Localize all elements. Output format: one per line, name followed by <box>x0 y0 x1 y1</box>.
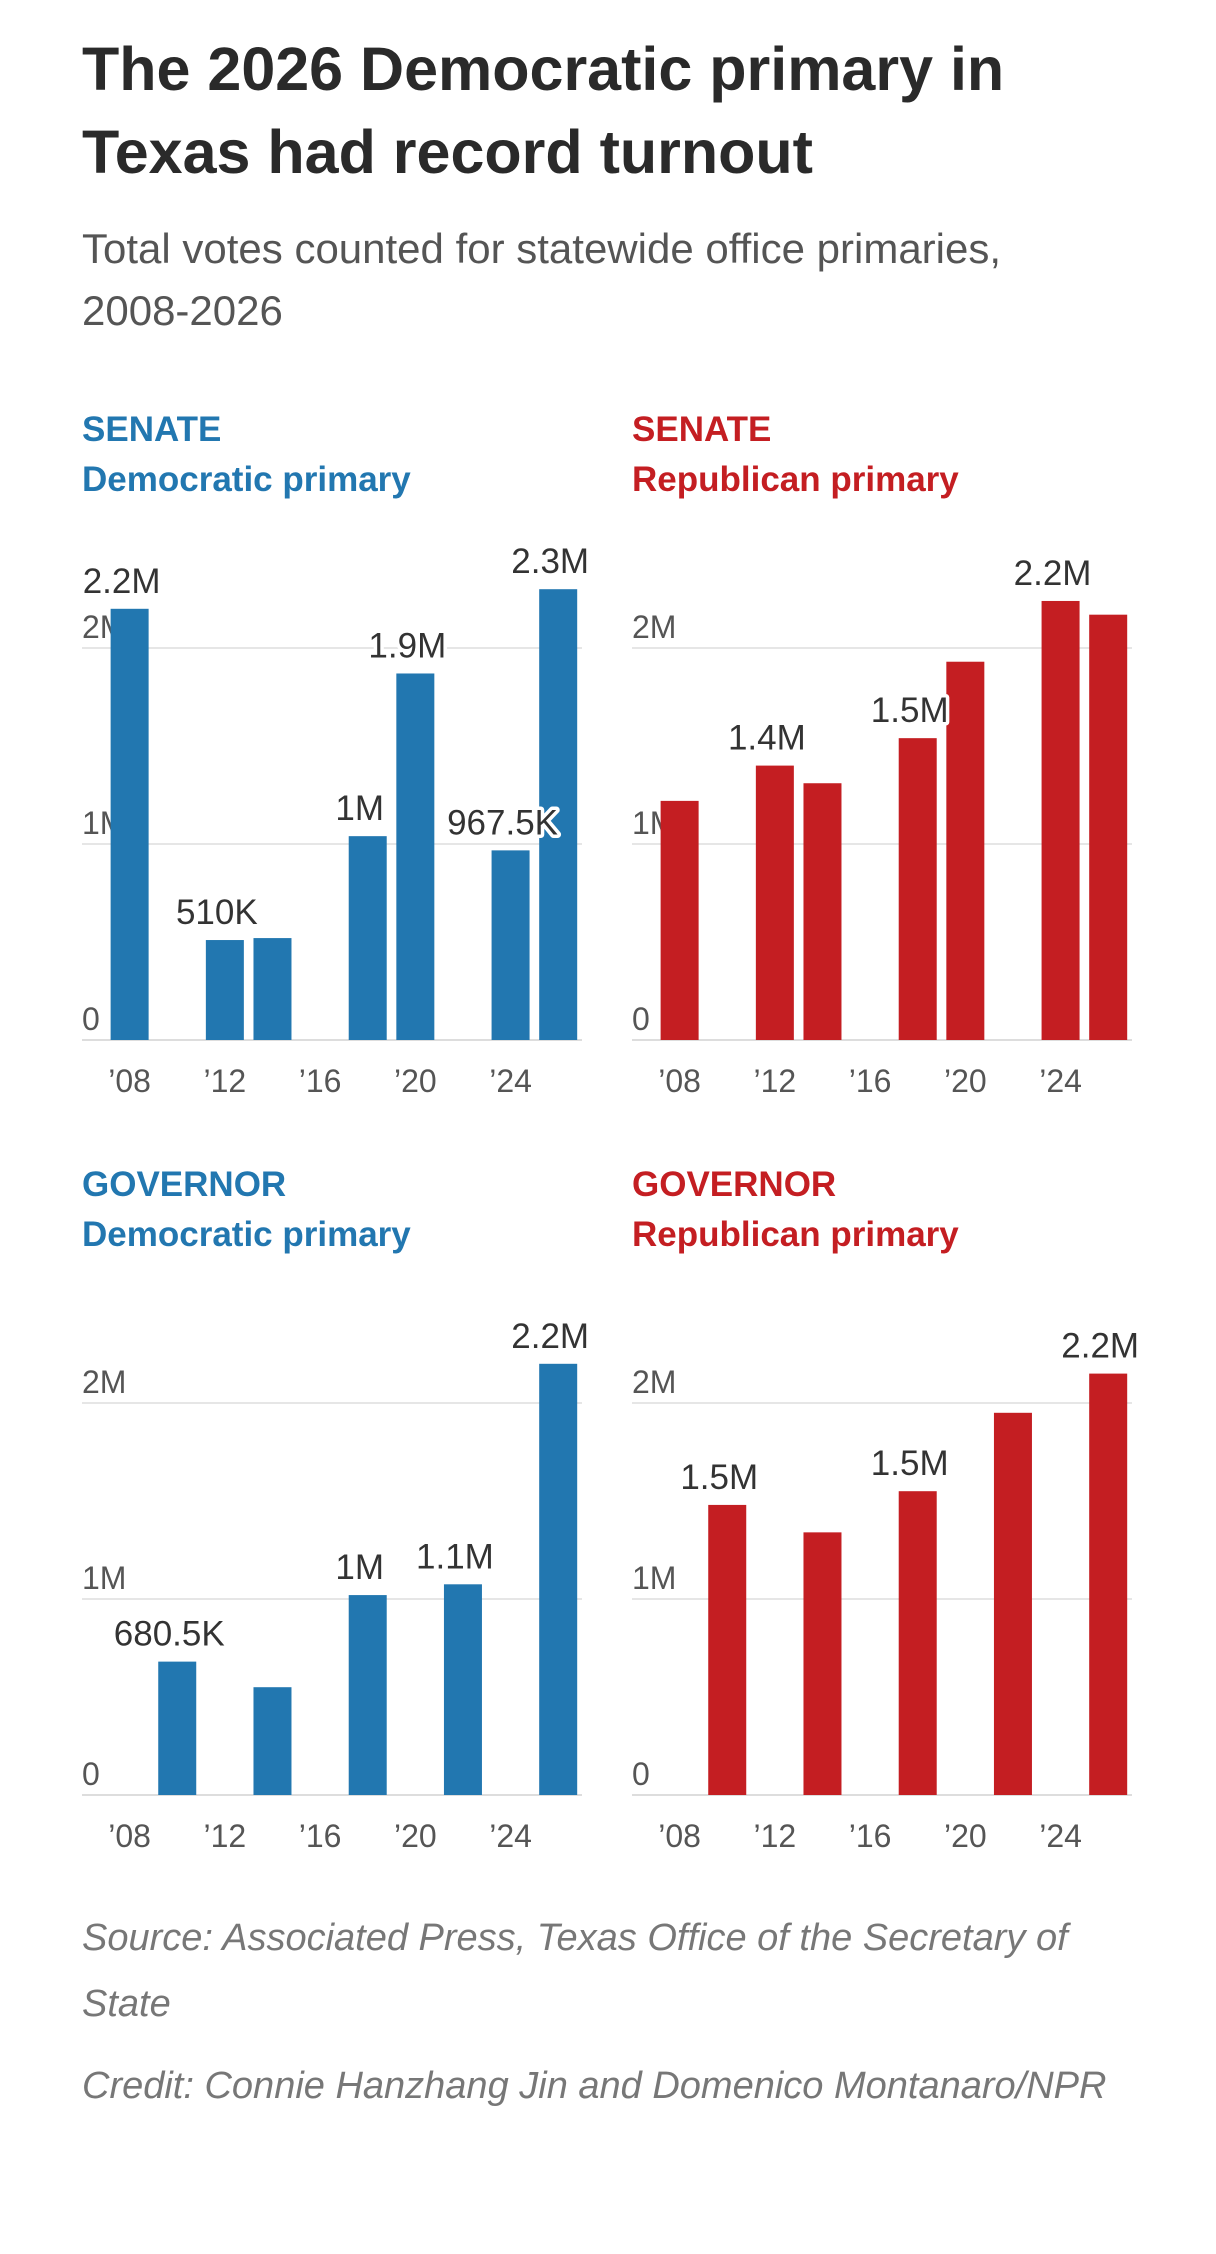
panel-senate-democratic: SENATE Democratic primary 0 1M 2M ’08’12’16… <box>79 405 642 1125</box>
data-label: 1.5M <box>871 1444 949 1483</box>
x-tick-label: ’12 <box>204 1063 247 1099</box>
panel-header: GOVERNOR Republican primary <box>632 1160 1192 1260</box>
bar <box>803 783 842 1040</box>
data-label: 1.9M <box>368 626 446 665</box>
panel-senate-republican: SENATE Republican primary 0 1M 2M ’08’12’16… <box>632 405 1192 1125</box>
data-label: 510K <box>176 893 258 932</box>
bar <box>755 765 794 1040</box>
panel-governor-republican: GOVERNOR Republican primary 0 1M 2M ’08 ’12 ’… <box>632 1160 1192 1880</box>
bar <box>708 1504 747 1795</box>
bar <box>660 800 699 1040</box>
y-tick-label: 2M <box>632 609 676 645</box>
bar <box>898 738 937 1040</box>
data-label: 1.1M <box>416 1537 494 1576</box>
x-tick-label: ’16 <box>299 1063 342 1099</box>
data-label: 2.3M <box>511 542 589 581</box>
bar <box>491 850 530 1040</box>
x-tick-label: ’24 <box>1039 1818 1082 1854</box>
x-tick-label: ’24 <box>489 1063 532 1099</box>
chart-subtitle: Total votes counted for statewide office… <box>82 225 1002 334</box>
party-label: Republican primary <box>632 1215 959 1254</box>
y-tick-label: 2M <box>82 1364 126 1400</box>
x-tick-label: ’08 <box>108 1063 151 1099</box>
party-label: Republican primary <box>632 460 959 499</box>
x-tick-label: ’12 <box>754 1818 797 1854</box>
x-tick-label: ’20 <box>394 1818 437 1854</box>
bar <box>205 940 244 1040</box>
bar <box>1089 1373 1128 1795</box>
party-label: Democratic primary <box>82 460 411 499</box>
office-label: GOVERNOR <box>82 1165 287 1204</box>
x-tick-label: ’16 <box>299 1818 342 1854</box>
x-tick-label: ’16 <box>849 1818 892 1854</box>
source-note: Source: Associated Press, Texas Office o… <box>82 1917 1068 2025</box>
data-label: 2.2M <box>83 562 161 601</box>
bar <box>253 938 292 1040</box>
credit-note: Credit: Connie Hanzhang Jin and Domenico… <box>82 2065 1107 2107</box>
bar <box>946 661 985 1040</box>
x-tick-label: ’24 <box>1039 1063 1082 1099</box>
bar <box>993 1412 1032 1795</box>
bar-chart: 0 1M 2M ’08 ’12 ’16 ’20 ’24 1.5M 1.5M 2.2M <box>632 1323 1143 1854</box>
bar <box>539 589 578 1040</box>
bar <box>253 1687 292 1795</box>
bar-chart: 0 1M 2M ’08 ’12 ’16 ’20 ’24 680.5K 1M 1.1M 2.2M <box>82 1313 593 1854</box>
x-tick-label: ’20 <box>394 1063 437 1099</box>
panel-governor-democratic: GOVERNOR Democratic primary 0 1M 2M ’08 ’12 ’… <box>82 1160 642 1880</box>
bar <box>1041 600 1080 1040</box>
y-tick-label: 2M <box>632 1364 676 1400</box>
office-label: SENATE <box>82 410 222 449</box>
x-tick-label: ’08 <box>108 1818 151 1854</box>
party-label: Democratic primary <box>82 1215 411 1254</box>
panel-header: SENATE Democratic primary <box>82 405 642 505</box>
x-tick-label: ’20 <box>944 1063 987 1099</box>
data-label: 680.5K <box>114 1615 225 1654</box>
data-label: 1.5M <box>680 1458 758 1497</box>
data-label: 1M <box>335 1548 384 1587</box>
panel-header: SENATE Republican primary <box>632 405 1192 505</box>
x-tick-label: ’12 <box>754 1063 797 1099</box>
x-tick-label: ’16 <box>849 1063 892 1099</box>
x-tick-label: ’24 <box>489 1818 532 1854</box>
bar <box>396 673 435 1040</box>
chart-title: The 2026 Democratic primary in Texas had… <box>82 35 1005 186</box>
data-label: 1.5M <box>871 691 949 730</box>
bar <box>110 608 149 1040</box>
bar <box>158 1661 197 1795</box>
panel-header: GOVERNOR Democratic primary <box>82 1160 642 1260</box>
bar <box>1089 614 1128 1040</box>
data-label: 2.2M <box>511 1317 589 1356</box>
data-label: 967.5K <box>447 803 558 842</box>
data-label: 2.2M <box>1014 554 1092 593</box>
bar <box>443 1584 482 1795</box>
x-tick-label: ’20 <box>944 1818 987 1854</box>
y-tick-label: 0 <box>632 1001 650 1037</box>
x-tick-label: ’12 <box>204 1818 247 1854</box>
office-label: GOVERNOR <box>632 1165 837 1204</box>
x-tick-label: ’08 <box>658 1063 701 1099</box>
y-tick-label: 0 <box>82 1001 100 1037</box>
office-label: SENATE <box>632 410 772 449</box>
bar-chart: 01M2M’08’12’16’20’242.2M510K1M1.9M967.5K… <box>79 539 592 1099</box>
bar <box>898 1491 937 1795</box>
data-label: 1.4M <box>728 719 806 758</box>
x-tick-label: ’08 <box>658 1818 701 1854</box>
bar <box>539 1363 578 1795</box>
y-tick-label: 0 <box>632 1756 650 1792</box>
y-tick-label: 0 <box>82 1756 100 1792</box>
data-label: 1M <box>335 789 384 828</box>
bar <box>803 1532 842 1795</box>
bar <box>348 1595 387 1795</box>
data-label: 2.2M <box>1061 1327 1139 1366</box>
y-tick-label: 1M <box>632 1560 676 1596</box>
y-tick-label: 1M <box>82 1560 126 1596</box>
bar <box>348 836 387 1040</box>
